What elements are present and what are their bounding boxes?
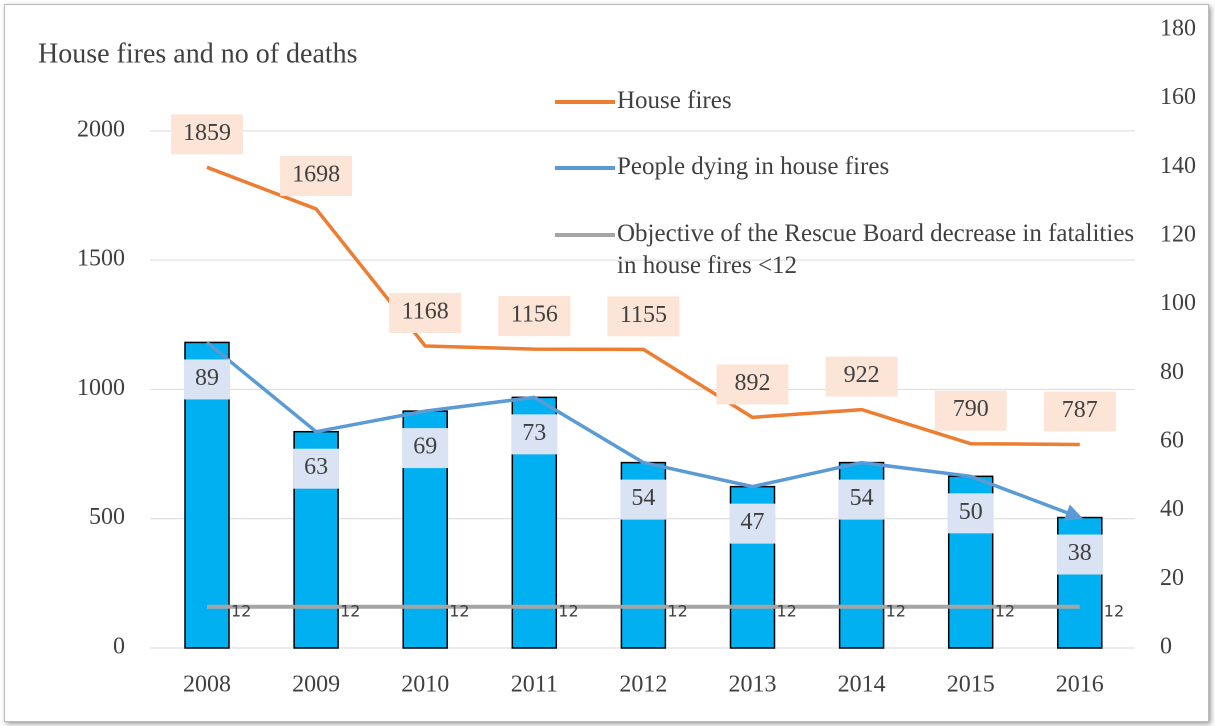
data-label: 89 (195, 365, 219, 391)
x-tick-label: 2012 (619, 672, 667, 698)
label-box (171, 114, 243, 155)
data-label: 54 (850, 485, 874, 511)
y2-tick-label: 100 (1160, 290, 1196, 316)
label-box (729, 503, 776, 544)
label-box (293, 448, 340, 489)
data-label: 12 (667, 601, 687, 620)
x-tick-label: 2009 (292, 672, 340, 698)
legend-label: People dying in house fires (617, 153, 890, 180)
y-tick-label: 500 (89, 504, 125, 530)
y-tick-label: 1000 (77, 375, 125, 401)
line-series (205, 341, 1084, 521)
data-label: 12 (449, 601, 469, 620)
data-label: 12 (231, 601, 251, 620)
chart-title: House fires and no of deaths (38, 38, 358, 69)
label-box (716, 364, 789, 405)
x-tick-label: 2016 (1056, 672, 1104, 698)
y2-tick-label: 60 (1160, 428, 1184, 454)
y2-tick-label: 180 (1160, 16, 1196, 42)
data-label: 12 (558, 601, 578, 620)
label-box (1043, 391, 1116, 432)
legend-entry: Objective of the Rescue Board decrease i… (617, 220, 1135, 279)
y2-tick-label: 160 (1160, 84, 1196, 110)
y2-tick-label: 20 (1160, 565, 1184, 591)
data-label: 922 (844, 362, 880, 388)
data-label: 63 (304, 454, 328, 480)
y-tick-label: 1500 (77, 246, 125, 272)
data-label: 1859 (183, 120, 231, 146)
x-tick-label: 2008 (183, 672, 231, 698)
label-box (402, 428, 449, 469)
data-label: 12 (340, 601, 360, 620)
line-series (206, 165, 1080, 447)
x-tick-label: 2015 (947, 672, 995, 698)
x-tick-label: 2014 (838, 672, 886, 698)
label-box (1056, 534, 1103, 575)
data-label: 69 (413, 434, 437, 460)
legend-entry: People dying in house fires (617, 153, 890, 180)
data-label: 1156 (511, 302, 558, 328)
label-box (280, 155, 353, 196)
label-box (511, 414, 558, 455)
data-label: 12 (777, 601, 797, 620)
data-label: 47 (741, 509, 765, 535)
data-label: 1168 (402, 298, 449, 324)
y2-tick-label: 120 (1160, 222, 1196, 248)
label-box (825, 356, 898, 397)
y2-tick-label: 80 (1160, 359, 1184, 385)
y-tick-label: 0 (113, 634, 125, 660)
y2-tick-label: 140 (1160, 153, 1196, 179)
data-label: 50 (959, 499, 983, 525)
legend-label: Objective of the Rescue Board decrease i… (617, 220, 1135, 279)
x-tick-label: 2010 (401, 672, 449, 698)
label-box (184, 359, 230, 400)
data-label: 54 (631, 485, 655, 511)
legend-entry: House fires (617, 87, 732, 114)
data-label: 12 (886, 601, 906, 620)
label-box (838, 479, 885, 520)
legend-label: House fires (617, 87, 732, 114)
x-tick-label: 2011 (511, 672, 558, 698)
data-label: 790 (953, 396, 989, 422)
label-box (389, 292, 462, 333)
data-label: 1698 (292, 161, 340, 187)
data-label: 12 (1104, 601, 1124, 620)
y2-tick-label: 0 (1160, 634, 1172, 660)
y2-tick-label: 40 (1160, 496, 1184, 522)
label-box (947, 493, 994, 534)
data-label: 73 (522, 420, 546, 446)
data-label: 12 (995, 601, 1015, 620)
x-tick-label: 2013 (729, 672, 777, 698)
y-tick-label: 2000 (77, 116, 125, 142)
data-label: 1155 (620, 302, 667, 328)
label-box (620, 479, 667, 520)
label-box (607, 296, 680, 337)
data-label: 38 (1068, 540, 1092, 566)
label-box (934, 390, 1007, 431)
data-label: 787 (1062, 397, 1098, 423)
label-box (498, 296, 571, 337)
data-label: 892 (735, 370, 771, 396)
